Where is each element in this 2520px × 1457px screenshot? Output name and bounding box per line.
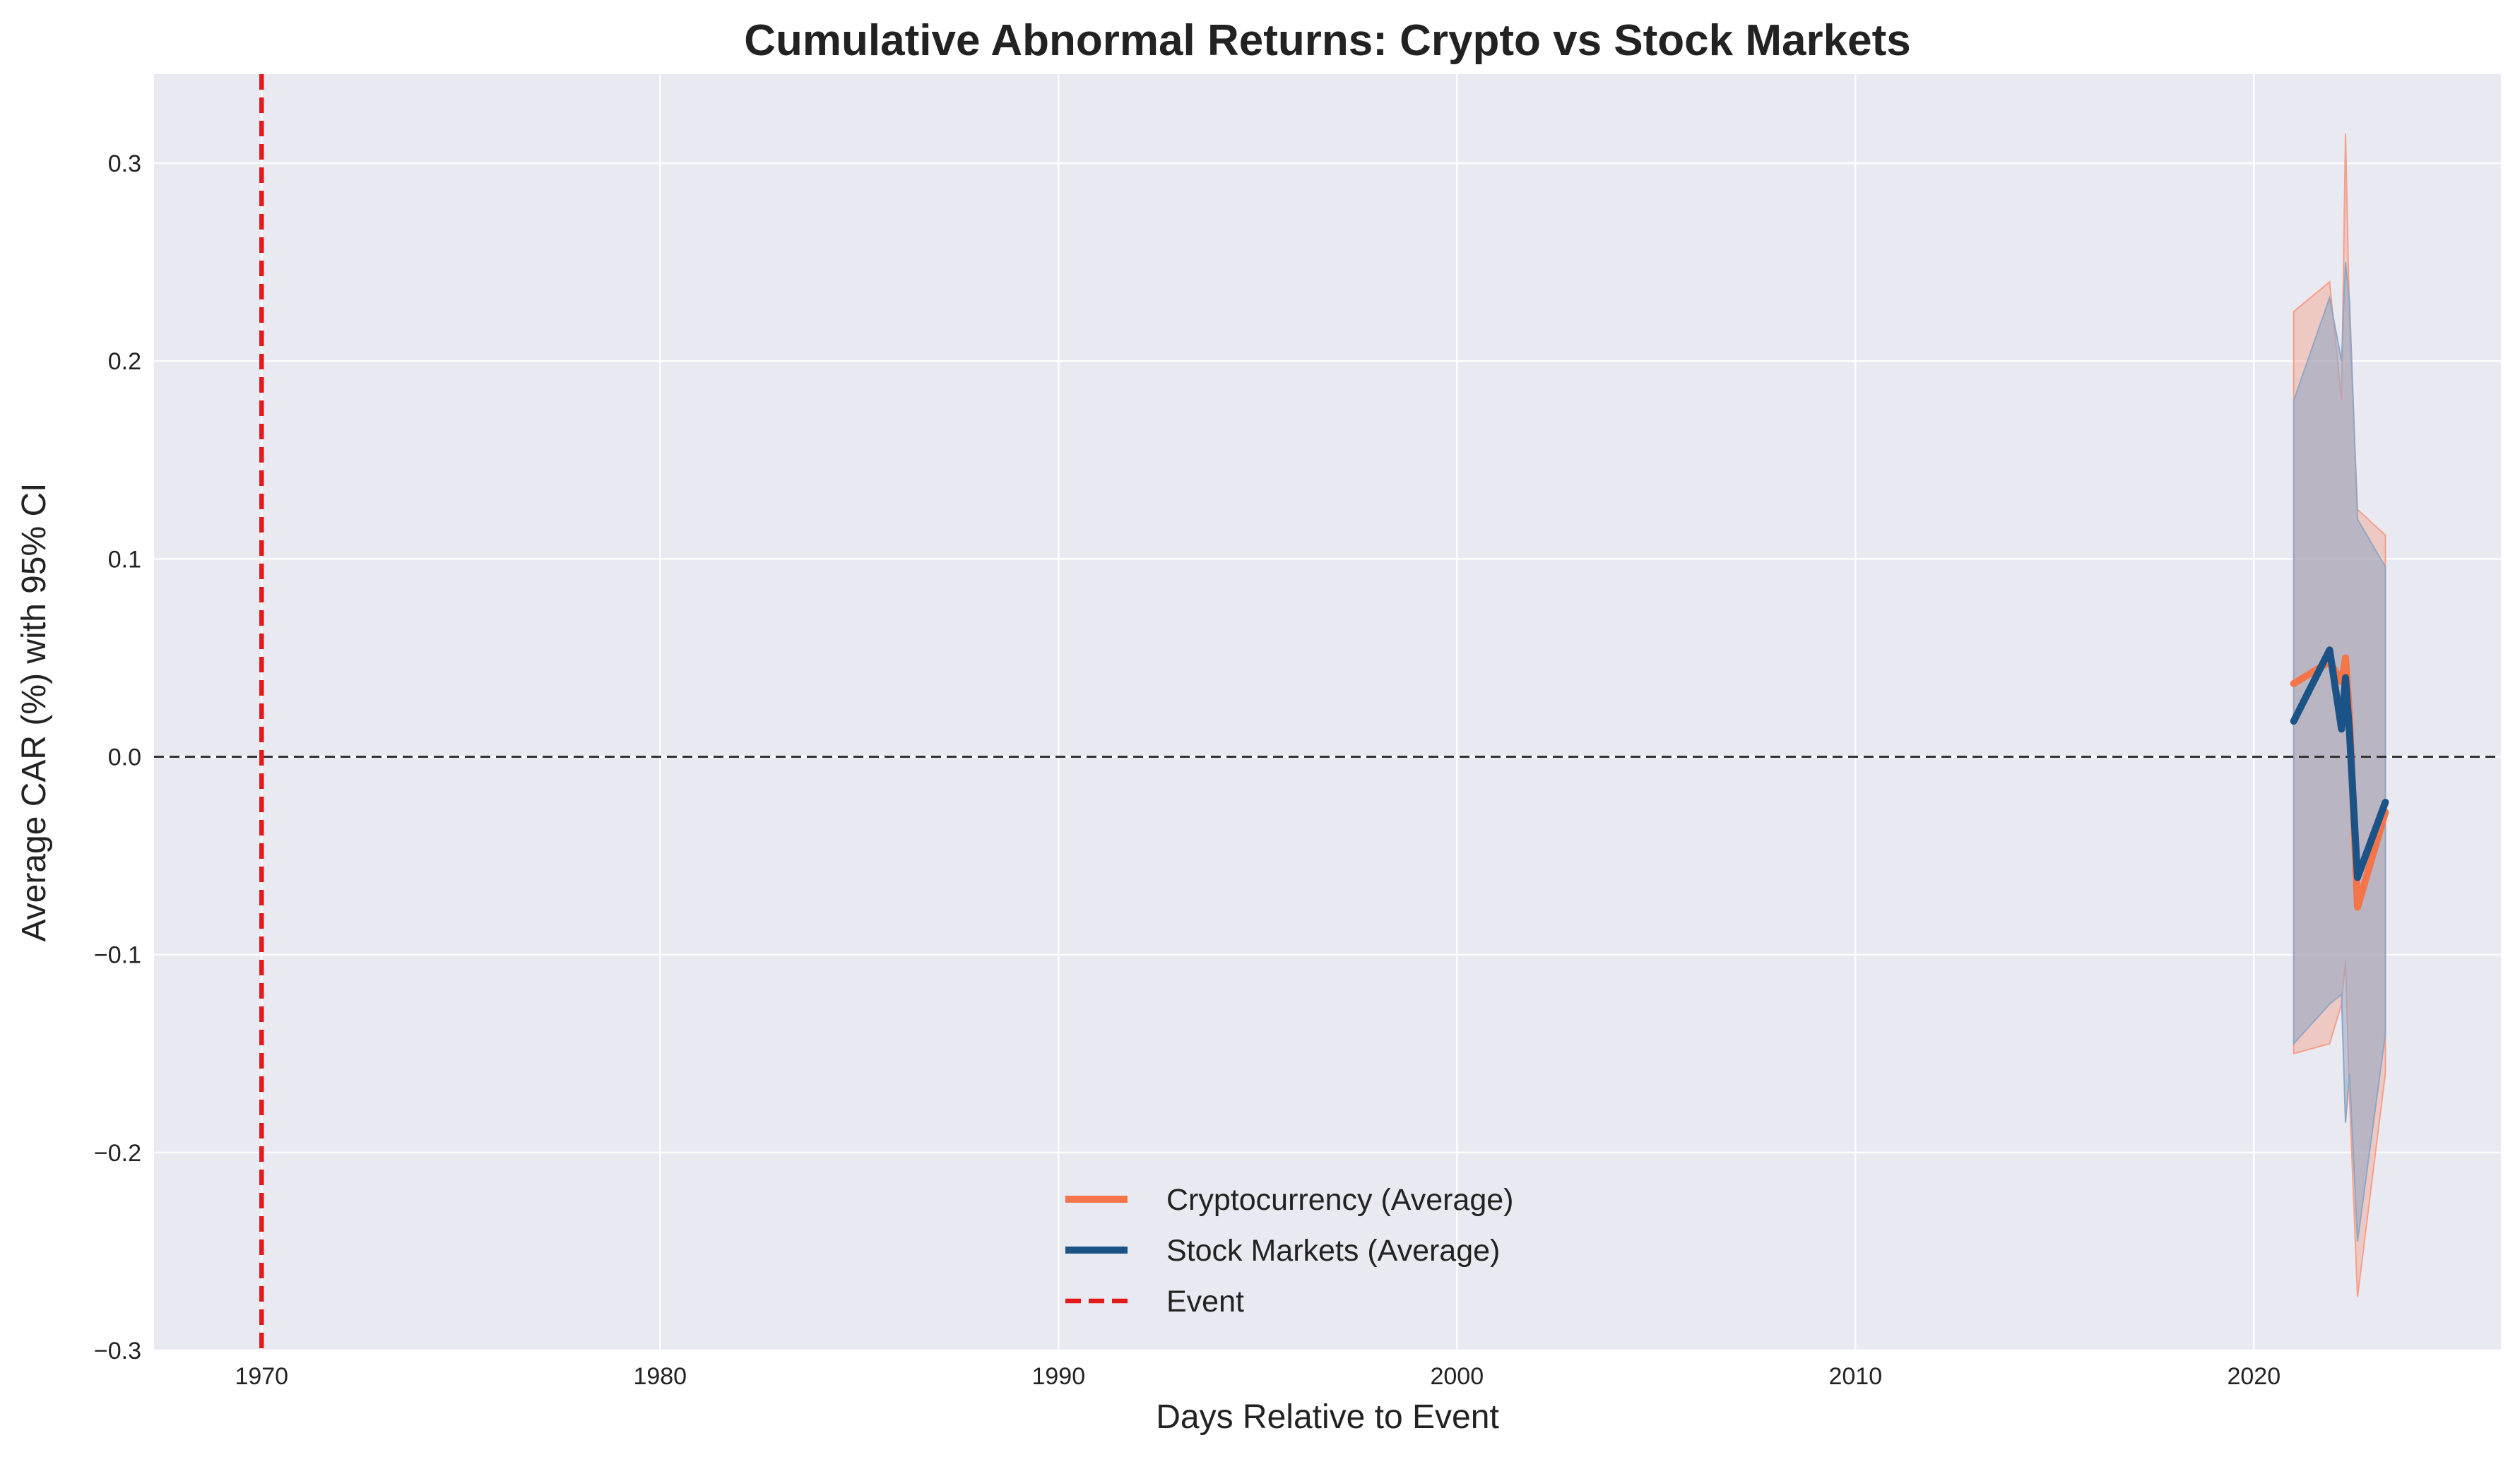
y-tick-label: 0.3 <box>108 150 141 177</box>
x-tick-label: 1980 <box>633 1363 687 1390</box>
x-tick-label: 1990 <box>1031 1363 1085 1390</box>
grid <box>154 74 2501 1352</box>
legend-label: Event <box>1166 1285 1244 1319</box>
series-line <box>2290 646 2389 881</box>
legend: Cryptocurrency (Average) Stock Markets (A… <box>1065 1183 1514 1319</box>
x-tick-label: 2010 <box>1828 1363 1882 1390</box>
x-tick-label: 2020 <box>2227 1363 2281 1390</box>
y-tick-label: 0.0 <box>108 744 141 771</box>
y-tick-label: 0.1 <box>108 546 141 573</box>
series-lines <box>2290 646 2389 911</box>
reference-lines <box>154 74 2501 1350</box>
chart-title: Cumulative Abnormal Returns: Crypto vs S… <box>744 16 1910 65</box>
legend-label: Cryptocurrency (Average) <box>1166 1183 1514 1217</box>
y-tick-label: 0.2 <box>108 348 141 375</box>
x-tick-label: 2000 <box>1430 1363 1484 1390</box>
ci-band <box>2293 261 2386 1242</box>
x-axis-label: Days Relative to Event <box>1156 1398 1499 1436</box>
y-tick-label: −0.2 <box>94 1140 141 1167</box>
tick-labels: 1970 1980 1990 2000 2010 2020 −0.3 −0.2 −0.1 0.0 0… <box>94 150 2281 1390</box>
y-axis-label: Average CAR (%) with 95% CI <box>16 482 53 941</box>
legend-label: Stock Markets (Average) <box>1166 1234 1500 1268</box>
plot-area <box>154 74 2501 1350</box>
x-tick-label: 1970 <box>235 1363 288 1390</box>
y-tick-label: −0.3 <box>94 1338 141 1364</box>
y-tick-label: −0.1 <box>94 942 141 969</box>
